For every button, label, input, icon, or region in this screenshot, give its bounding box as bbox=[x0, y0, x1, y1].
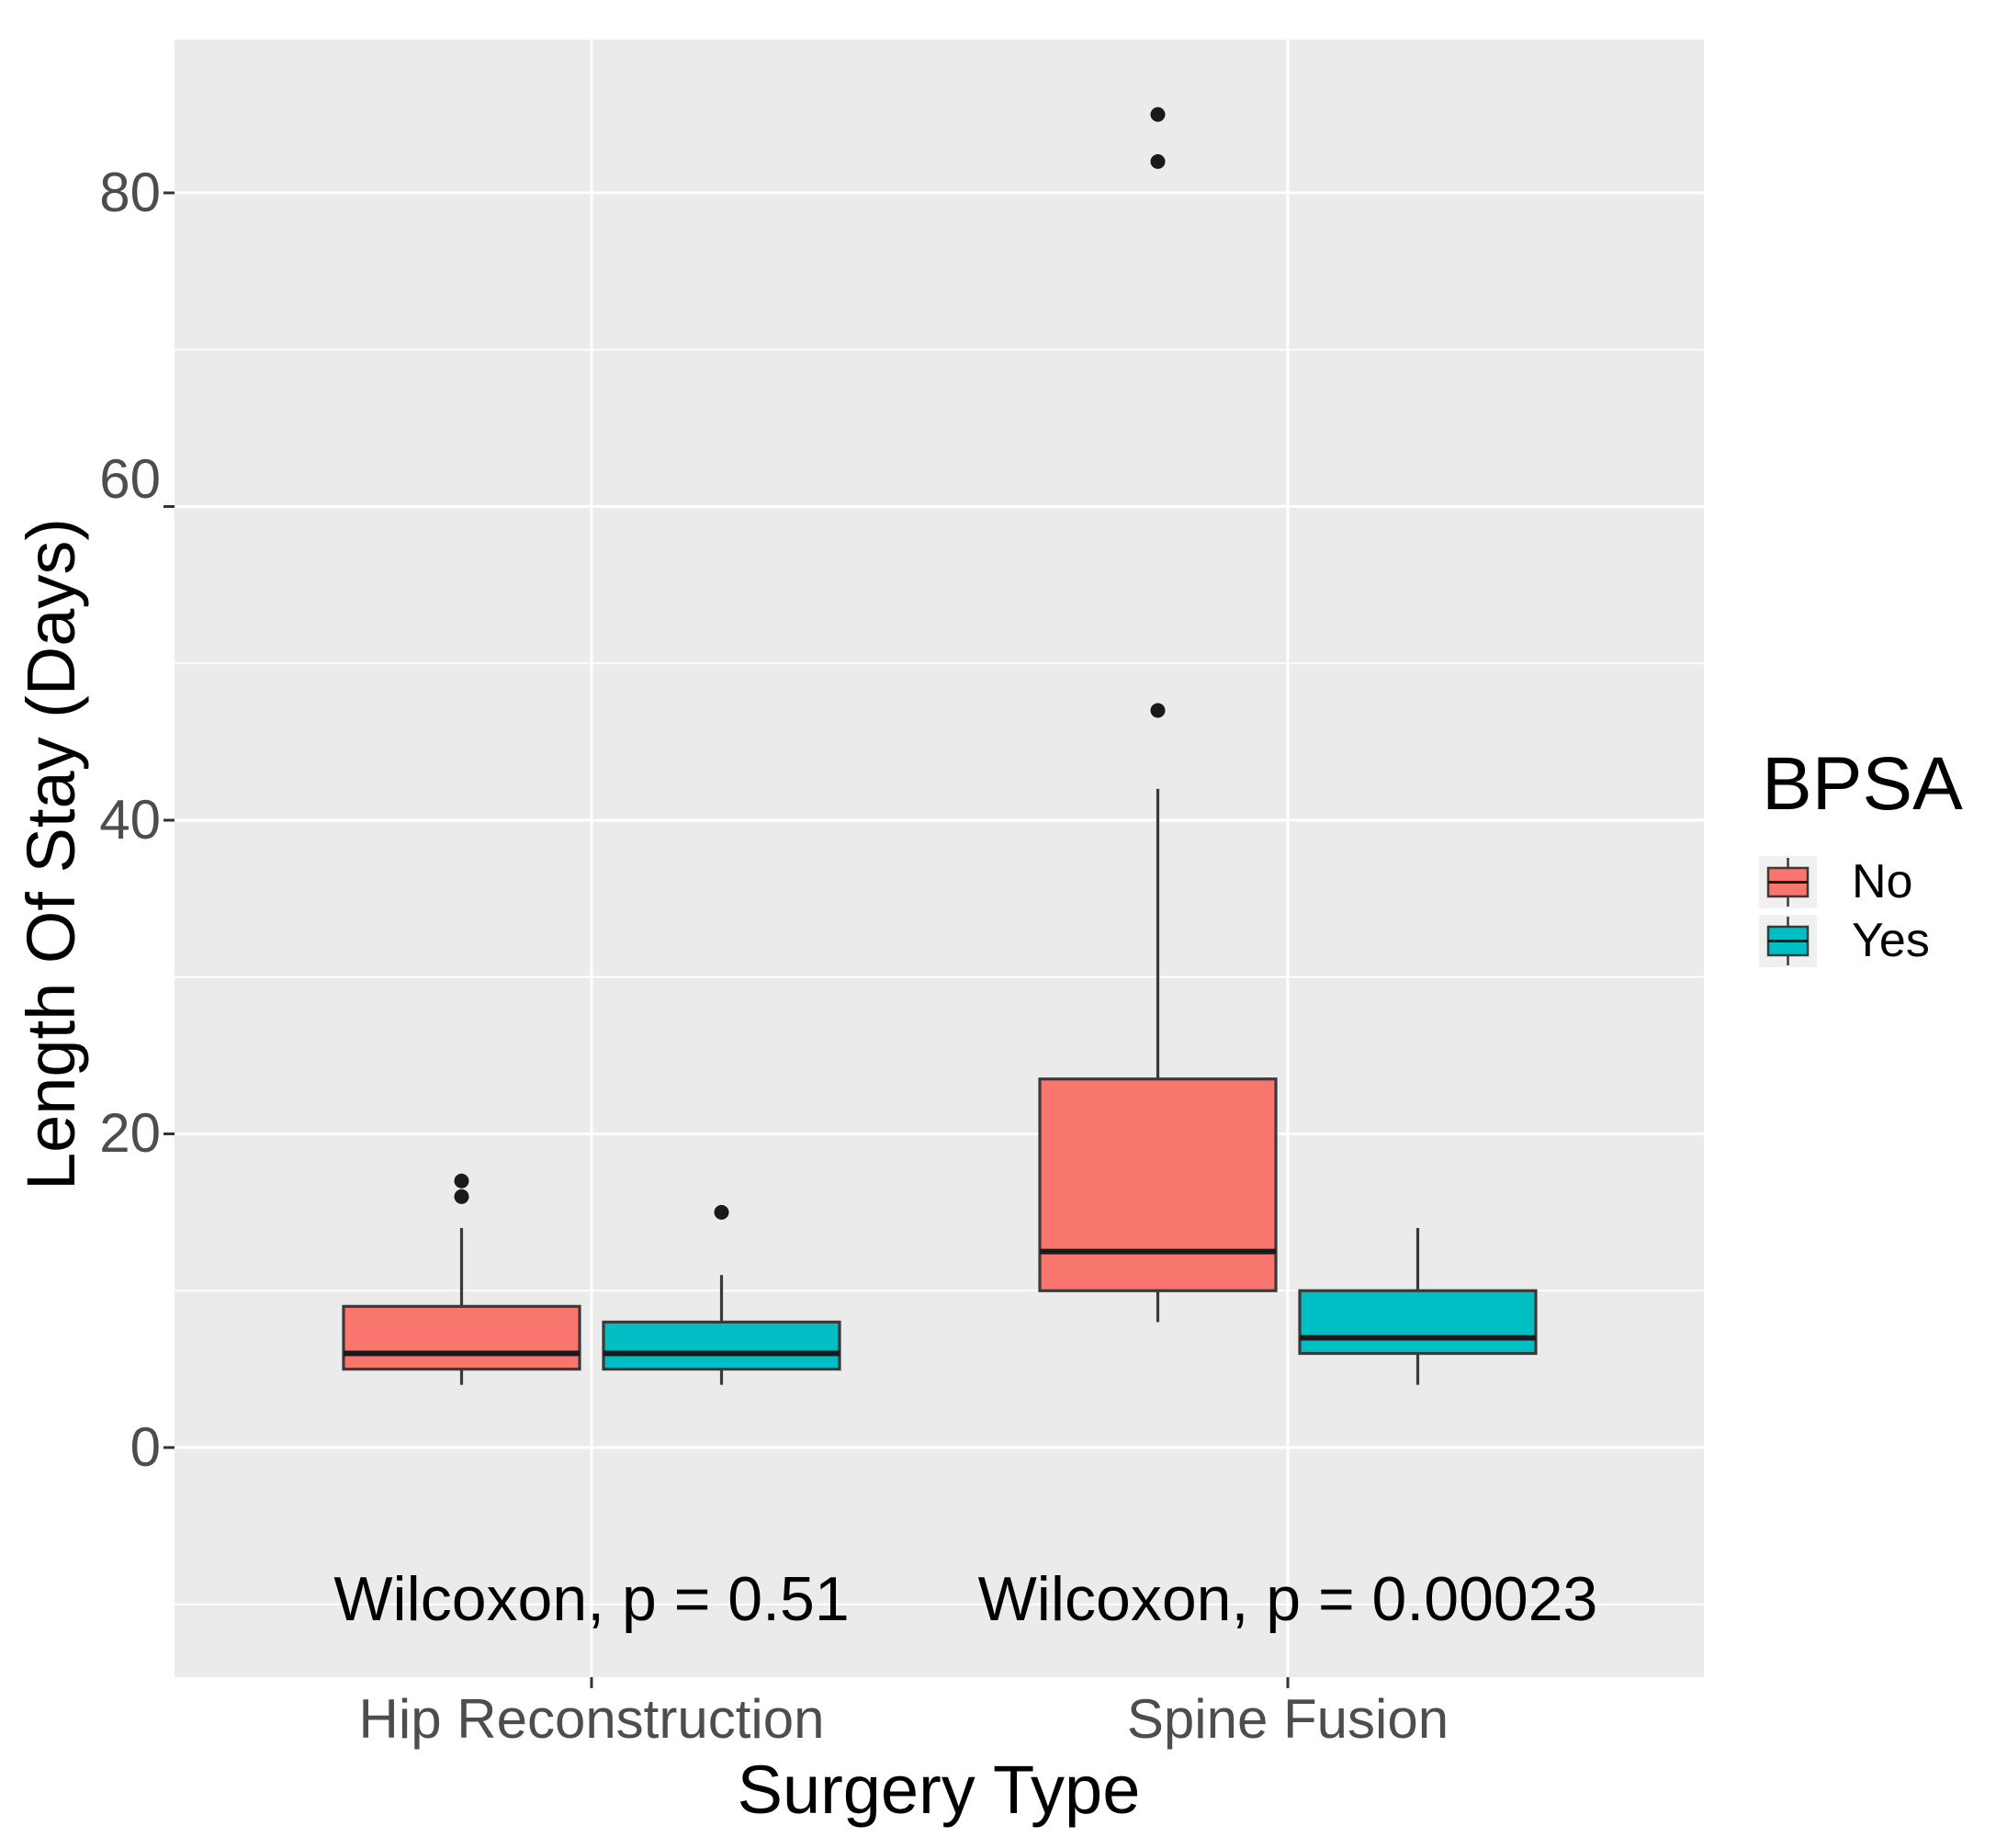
wilcoxon-annotation-spine-fusion: Wilcoxon, p = 0.00023 bbox=[977, 1564, 1598, 1634]
y-tick-label-60: 60 bbox=[99, 448, 161, 510]
y-tick-label-0: 0 bbox=[130, 1416, 161, 1478]
box-spine-fusion-yes bbox=[1298, 1289, 1538, 1356]
box-spine-fusion-no bbox=[1038, 1077, 1278, 1292]
x-tick-label-spine-fusion: Spine Fusion bbox=[1126, 1688, 1449, 1750]
y-axis-title: Length Of Stay (Days) bbox=[13, 517, 89, 1191]
legend-title: BPSA bbox=[1762, 742, 1963, 826]
y-tick-label-40: 40 bbox=[99, 789, 161, 851]
box-hip-reconstruction-no bbox=[342, 1304, 581, 1371]
box-hip-reconstruction-yes bbox=[602, 1320, 841, 1371]
y-tick-label-20: 20 bbox=[99, 1102, 161, 1164]
legend-label-no: No bbox=[1852, 855, 1913, 908]
y-tick-label-80: 80 bbox=[99, 162, 161, 223]
outlier-spine-fusion-no bbox=[1150, 107, 1166, 122]
x-axis-title: Surgery Type bbox=[737, 1752, 1141, 1828]
x-tick-label-hip-reconstruction: Hip Reconstruction bbox=[358, 1688, 825, 1750]
outlier-spine-fusion-no bbox=[1150, 153, 1166, 169]
legend-label-yes: Yes bbox=[1852, 914, 1930, 967]
outlier-spine-fusion-no bbox=[1150, 703, 1166, 718]
outlier-hip-reconstruction-yes bbox=[714, 1204, 729, 1220]
wilcoxon-annotation-hip-reconstruction: Wilcoxon, p = 0.51 bbox=[333, 1564, 850, 1634]
outlier-hip-reconstruction-no bbox=[454, 1173, 469, 1189]
plot-panel bbox=[175, 39, 1704, 1677]
outlier-hip-reconstruction-no bbox=[454, 1189, 469, 1204]
legend-key-no-boxplot-icon bbox=[1759, 856, 1817, 908]
legend-key-yes-boxplot-icon bbox=[1759, 915, 1817, 967]
